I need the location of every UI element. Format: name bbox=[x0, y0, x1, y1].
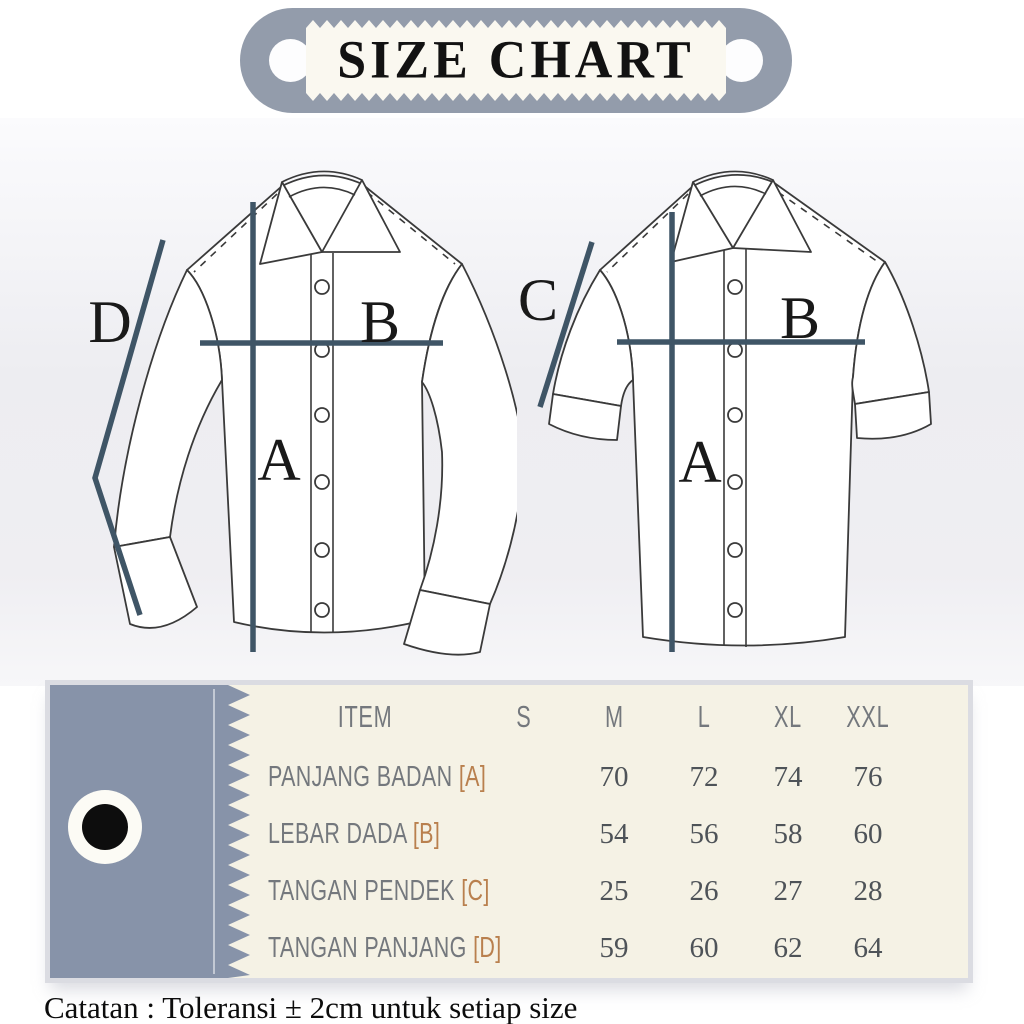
cell-b-xxl: 60 bbox=[853, 818, 883, 850]
cell-a-m: 70 bbox=[599, 761, 629, 793]
button bbox=[314, 474, 330, 490]
collar-band bbox=[692, 170, 774, 183]
long-sleeve-shirt-illustration: D B A bbox=[72, 152, 517, 667]
shirt-left-sleeve bbox=[113, 269, 223, 548]
cell-a-xxl: 76 bbox=[853, 761, 883, 793]
collar-right-blade bbox=[732, 179, 812, 253]
label-body-a: A bbox=[678, 429, 721, 495]
column-header-s: S bbox=[516, 699, 532, 734]
banner: SIZE CHART bbox=[240, 8, 792, 113]
cell-c-m: 25 bbox=[599, 875, 629, 907]
label-sleeve-long-d: D bbox=[88, 289, 131, 355]
side-tab-highlight bbox=[213, 689, 215, 974]
shoulder-seam-left bbox=[606, 193, 689, 273]
column-header-l: L bbox=[697, 699, 711, 734]
shirt-right-cuff bbox=[854, 391, 932, 440]
row-label-tangan-pendek: TANGAN PENDEK [C] bbox=[268, 875, 490, 907]
eyelet bbox=[68, 790, 142, 864]
shirt-right-sleeve bbox=[851, 261, 930, 405]
measurement-line-d bbox=[92, 239, 166, 616]
column-header-xxl: XXL bbox=[846, 699, 890, 734]
long-sleeve-shirt-svg: D B A bbox=[88, 170, 517, 656]
tag-a: [A] bbox=[458, 761, 487, 793]
button bbox=[314, 602, 330, 618]
shoulder-seam-right bbox=[777, 191, 879, 263]
label-chest-b: B bbox=[360, 289, 400, 355]
size-table: ITEM S M L XL XXL PANJANG BADAN [A] 70 7… bbox=[50, 685, 968, 978]
cell-b-l: 56 bbox=[689, 818, 719, 850]
column-header-item: ITEM bbox=[337, 699, 393, 734]
table-side-tab bbox=[50, 685, 250, 978]
button bbox=[727, 342, 743, 358]
collar-right-blade bbox=[321, 179, 401, 253]
tag-d: [D] bbox=[473, 932, 502, 964]
collar-left-blade bbox=[670, 181, 734, 263]
cell-a-xl: 74 bbox=[773, 761, 803, 793]
label-body-a: A bbox=[257, 427, 300, 493]
shoulder-seam-left bbox=[193, 193, 278, 273]
shirt-left-sleeve bbox=[552, 269, 634, 407]
cell-d-xl: 62 bbox=[773, 932, 803, 964]
shoulder-seam-right bbox=[366, 191, 456, 265]
tag-c: [C] bbox=[461, 875, 490, 907]
label-chest-b: B bbox=[780, 285, 820, 351]
button bbox=[314, 542, 330, 558]
collar-inner bbox=[699, 185, 767, 197]
table-grid: ITEM S M L XL XXL PANJANG BADAN [A] 70 7… bbox=[250, 685, 908, 978]
column-header-m: M bbox=[604, 699, 624, 734]
row-label-tangan-panjang: TANGAN PANJANG [D] bbox=[268, 932, 502, 964]
cell-c-l: 26 bbox=[689, 875, 719, 907]
shirt-right-sleeve bbox=[419, 263, 517, 605]
collar-left-blade bbox=[259, 181, 323, 265]
cell-d-l: 60 bbox=[689, 932, 719, 964]
collar-inner bbox=[288, 186, 356, 198]
cell-d-m: 59 bbox=[599, 932, 629, 964]
button bbox=[727, 602, 743, 618]
collar-band bbox=[281, 170, 363, 183]
cell-c-xl: 27 bbox=[773, 875, 803, 907]
row-label-lebar-dada: LEBAR DADA [B] bbox=[268, 818, 441, 850]
tolerance-note: Catatan : Toleransi ± 2cm untuk setiap s… bbox=[44, 990, 578, 1024]
short-sleeve-shirt-illustration: C B A bbox=[505, 152, 960, 667]
cell-c-xxl: 28 bbox=[853, 875, 883, 907]
cell-b-xl: 58 bbox=[773, 818, 803, 850]
banner-hole-left bbox=[269, 39, 312, 82]
cell-a-l: 72 bbox=[689, 761, 719, 793]
short-sleeve-shirt-svg: C B A bbox=[518, 170, 932, 652]
shirt-right-cuff bbox=[403, 589, 491, 656]
button bbox=[727, 279, 743, 295]
banner-hole-right bbox=[720, 39, 763, 82]
button bbox=[314, 279, 330, 295]
banner-title: SIZE CHART bbox=[337, 30, 695, 91]
row-label-panjang-badan: PANJANG BADAN [A] bbox=[268, 761, 487, 793]
tag-b: [B] bbox=[412, 818, 441, 850]
shirt-body bbox=[186, 174, 463, 634]
button bbox=[727, 407, 743, 423]
button bbox=[314, 407, 330, 423]
shirt-left-cuff bbox=[548, 393, 622, 441]
banner-label: SIZE CHART bbox=[306, 20, 726, 101]
measurement-line-c bbox=[537, 241, 595, 408]
button bbox=[727, 474, 743, 490]
button bbox=[727, 542, 743, 558]
cell-b-m: 54 bbox=[599, 818, 629, 850]
column-header-xl: XL bbox=[774, 699, 802, 734]
eyelet-dot bbox=[82, 804, 128, 850]
cell-d-xxl: 64 bbox=[853, 932, 883, 964]
label-sleeve-short-c: C bbox=[518, 267, 558, 333]
